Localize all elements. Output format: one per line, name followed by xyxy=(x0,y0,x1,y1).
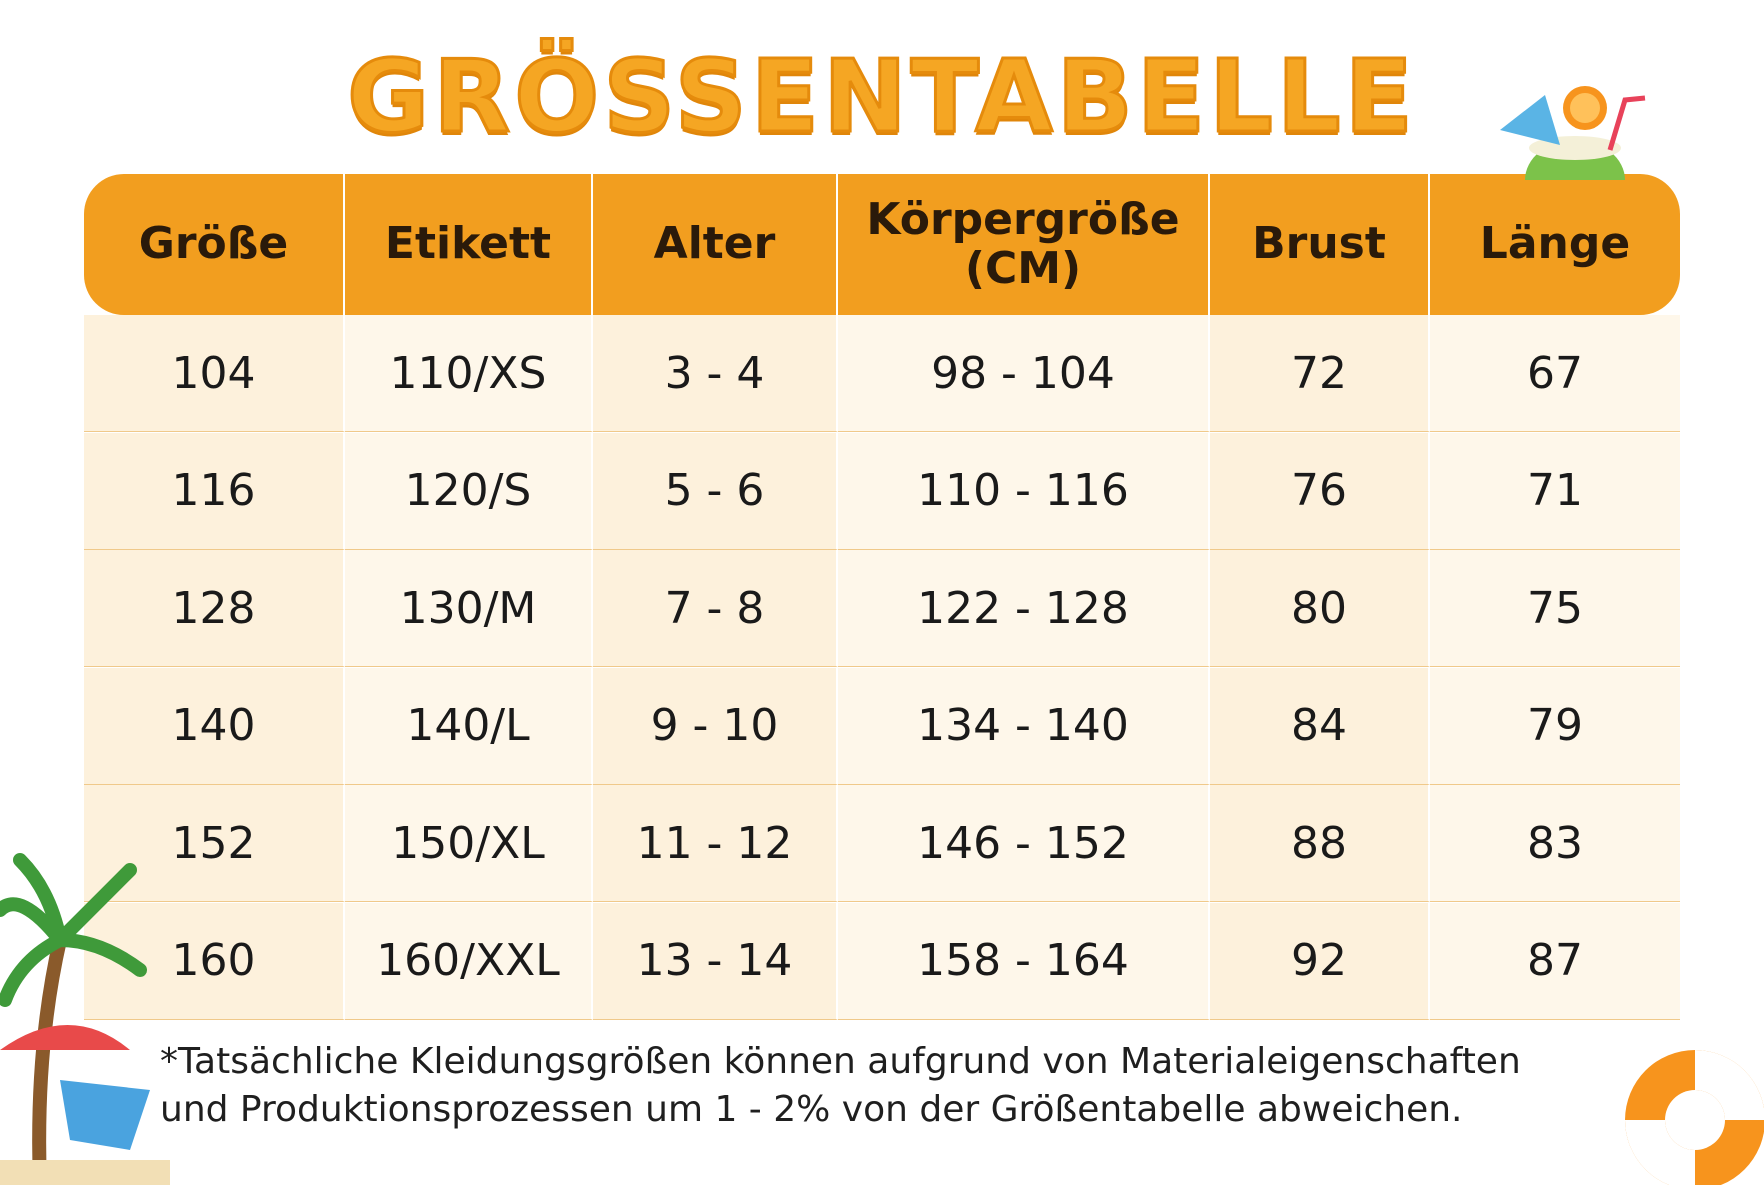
table-cell: 3 - 4 xyxy=(593,315,838,432)
table-cell: 152 xyxy=(84,785,345,902)
table-cell: 140/L xyxy=(345,667,593,785)
orange-inner xyxy=(1570,93,1600,123)
umbrella xyxy=(1500,95,1560,145)
table-cell: 122 - 128 xyxy=(838,550,1210,667)
table-cell: 11 - 12 xyxy=(593,785,838,902)
table-cell: 7 - 8 xyxy=(593,550,838,667)
table-cell: 84 xyxy=(1210,667,1430,785)
beach-umbrella xyxy=(0,1025,130,1050)
table-cell: 110/XS xyxy=(345,315,593,432)
table-cell: 5 - 6 xyxy=(593,432,838,550)
table-cell: 110 - 116 xyxy=(838,432,1210,550)
table-cell: 67 xyxy=(1430,315,1680,432)
table-cell: 75 xyxy=(1430,550,1680,667)
table-cell: 87 xyxy=(1430,902,1680,1020)
palm-trunk xyxy=(32,938,67,1185)
table-cell: 79 xyxy=(1430,667,1680,785)
straw xyxy=(1607,95,1646,151)
table-cell: 71 xyxy=(1430,432,1680,550)
table-cell: 120/S xyxy=(345,432,593,550)
table-cell: 116 xyxy=(84,432,345,550)
table-cell: 104 xyxy=(84,315,345,432)
ring-stripe xyxy=(1625,1120,1695,1185)
table-cell: 13 - 14 xyxy=(593,902,838,1020)
table-cell: 72 xyxy=(1210,315,1430,432)
table-cell: 150/XL xyxy=(345,785,593,902)
table-cell: 80 xyxy=(1210,550,1430,667)
header-cell: Größe xyxy=(84,174,343,315)
table-cell: 92 xyxy=(1210,902,1430,1020)
palm-beach xyxy=(0,853,170,1185)
table-cell: 146 - 152 xyxy=(838,785,1210,902)
title: GRÖSSENTABELLE xyxy=(346,37,1417,157)
header-cell: Körpergröße (CM) xyxy=(838,174,1208,315)
table-cell: 98 - 104 xyxy=(838,315,1210,432)
table-cell: 134 - 140 xyxy=(838,667,1210,785)
table-cell: 88 xyxy=(1210,785,1430,902)
table-cell: 83 xyxy=(1430,785,1680,902)
footnote: *Tatsächliche Kleidungsgrößen können auf… xyxy=(160,1041,1521,1130)
table-cell: 158 - 164 xyxy=(838,902,1210,1020)
table-cell: 9 - 10 xyxy=(593,667,838,785)
header-cell: Alter xyxy=(593,174,836,315)
header-cell: Länge xyxy=(1430,174,1680,315)
palm-leaves xyxy=(0,853,147,1007)
ring-hole xyxy=(1665,1090,1725,1150)
swim-ring xyxy=(1625,1050,1764,1185)
header-cell: Brust xyxy=(1210,174,1428,315)
table-cell: 76 xyxy=(1210,432,1430,550)
beach-chair xyxy=(60,1080,150,1150)
table-cell: 128 xyxy=(84,550,345,667)
ring-stripe xyxy=(1695,1050,1764,1120)
table-cell: 160/XXL xyxy=(345,902,593,1020)
table-cell: 130/M xyxy=(345,550,593,667)
header-cell: Etikett xyxy=(345,174,591,315)
sand xyxy=(0,1160,170,1185)
table-cell: 140 xyxy=(84,667,345,785)
coconut-drink xyxy=(1500,86,1646,180)
